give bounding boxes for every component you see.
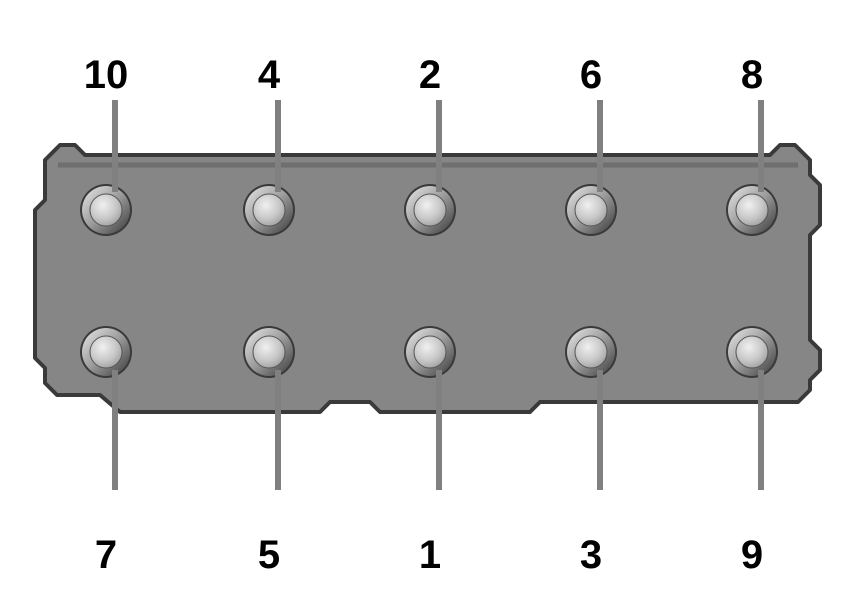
bolt-face-4 (253, 194, 285, 226)
bolt-label-6: 6 (580, 55, 602, 95)
bolt-face-9 (736, 336, 768, 368)
leader-line-3 (597, 370, 603, 490)
bolt-label-4: 4 (258, 55, 280, 95)
bolt-label-7: 7 (95, 535, 117, 575)
bolt-face-10 (90, 194, 122, 226)
bolt-label-10: 10 (84, 55, 129, 95)
bolt-face-8 (736, 194, 768, 226)
bolt-label-3: 3 (580, 535, 602, 575)
bolt-face-3 (575, 336, 607, 368)
bolt-label-2: 2 (419, 55, 441, 95)
bolt-face-6 (575, 194, 607, 226)
bolt-label-8: 8 (741, 55, 763, 95)
bolt-face-5 (253, 336, 285, 368)
leader-line-7 (112, 370, 118, 490)
leader-line-5 (275, 370, 281, 490)
leader-line-6 (597, 100, 603, 192)
leader-line-2 (436, 100, 442, 192)
bolt-label-9: 9 (741, 535, 763, 575)
bolt-label-5: 5 (258, 535, 280, 575)
leader-line-4 (275, 100, 281, 192)
leader-line-8 (758, 100, 764, 192)
leader-line-9 (758, 370, 764, 490)
diagram-canvas: 10 4 2 6 8 7 5 1 3 9 (0, 0, 855, 611)
leader-line-10 (112, 100, 118, 192)
bolt-label-1: 1 (419, 535, 441, 575)
bolt-face-7 (90, 336, 122, 368)
bolt-face-1 (414, 336, 446, 368)
bolt-face-2 (414, 194, 446, 226)
leader-line-1 (436, 370, 442, 490)
